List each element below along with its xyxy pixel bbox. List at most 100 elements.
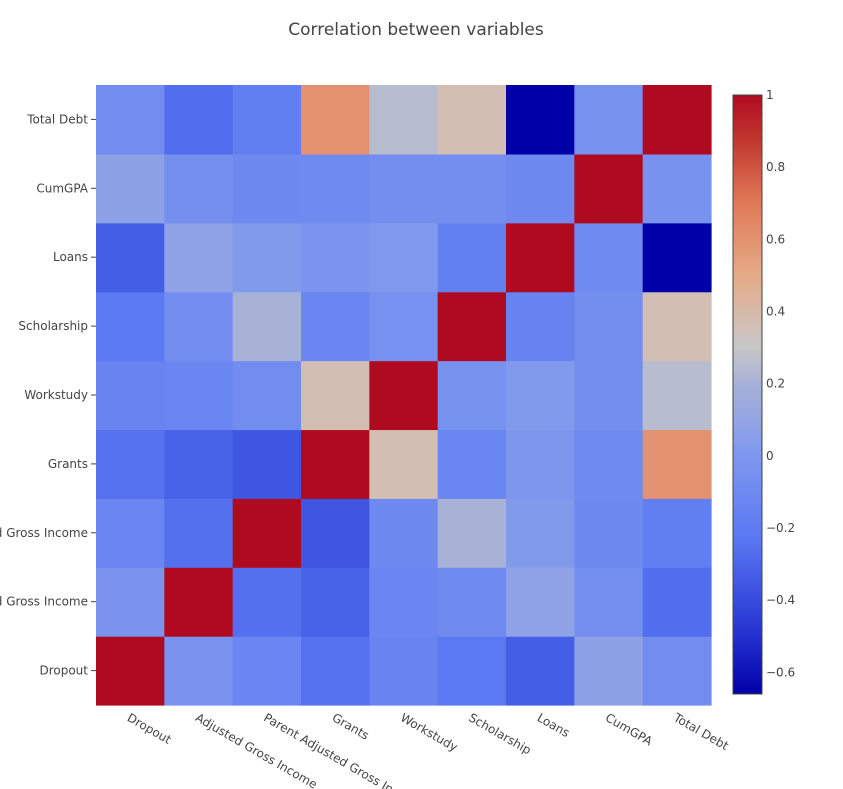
heatmap-cell [506,291,575,362]
x-tick-label: Loans [535,710,572,740]
heatmap-cell [437,360,507,431]
heatmap-cell [574,153,644,224]
heatmap-cell [369,222,439,293]
y-tick-label: Loans [53,250,88,264]
heatmap-cell [574,498,644,568]
heatmap-cell [437,153,507,224]
y-tick-label: Total Debt [26,112,88,126]
x-tick-label: Total Debt [670,710,731,753]
y-tick-label: Adjusted Gross Income [0,595,88,609]
heatmap-cell [437,291,507,362]
y-tick-label: Scholarship [18,319,88,333]
y-tick-label: Workstudy [24,388,88,402]
heatmap-cell [96,291,165,362]
heatmap-cell [232,291,302,362]
heatmap-cell [232,222,302,293]
heatmap-cell [301,360,370,431]
heatmap-cell [437,222,507,293]
heatmap-cell [437,567,507,637]
heatmap-cell [164,498,234,568]
heatmap-cell [574,222,644,293]
heatmap-cell [164,222,234,293]
heatmap-cell [96,85,165,155]
heatmap-cell [301,567,370,637]
colorbar-tick-label: −0.6 [766,665,795,679]
heatmap-cell [506,85,575,155]
heatmap-cell [301,153,370,224]
colorbar-tick-labels: 1 0.8 0.6 0.4 0.2 0 −0.2 −0.4 −0.6 [766,88,795,679]
heatmap-cell [96,567,165,637]
heatmap-cell [164,153,234,224]
heatmap-cell [506,153,575,224]
heatmap-cell [369,636,439,706]
heatmap-cell [232,636,302,706]
colorbar-tick-label: 0.8 [766,160,785,174]
heatmap-cell [574,636,644,706]
heatmap-cell [642,360,712,431]
heatmap-cell [437,85,507,155]
chart-title: Correlation between variables [288,20,544,40]
heatmap-cell [642,498,712,568]
heatmap-cell [574,291,644,362]
heatmap-cell [164,567,234,637]
heatmap-cell [164,291,234,362]
heatmap-cell [574,85,644,155]
heatmap-cell [369,360,439,431]
heatmap-cell [642,291,712,362]
heatmap-cell [642,85,712,155]
heatmap-cell [369,291,439,362]
colorbar-tick-label: 0.6 [766,232,785,246]
heatmap-cell [642,153,712,224]
heatmap-cell [164,636,234,706]
heatmap-cell [301,85,370,155]
y-axis-tick-labels: Dropout Adjusted Gross Income Parent Adjus… [0,112,89,677]
x-tick-label: Scholarship [466,710,533,757]
x-tick-label: Adjusted Gross Income [193,710,320,789]
heatmap-cell [369,85,439,155]
heatmap-cell [506,567,575,637]
heatmap-cell [369,153,439,224]
colorbar-tick-label: 0.4 [766,305,785,319]
colorbar-tick-label: 1 [766,88,774,102]
heatmap-cell [232,360,302,431]
heatmap-cell [574,360,644,431]
heatmap-cell [369,567,439,637]
heatmap-cell [232,498,302,568]
heatmap-cell [642,429,712,499]
heatmap-cell [301,429,370,499]
colorbar-tick-label: −0.2 [766,521,795,535]
heatmap-cell [642,222,712,293]
x-tick-label: Workstudy [398,710,460,754]
heatmap-cell [437,636,507,706]
heatmap-cell [574,429,644,499]
colorbar: 1 0.8 0.6 0.4 0.2 0 −0.2 −0.4 −0.6 [732,88,795,695]
heatmap-cell [232,567,302,637]
heatmap-cell [369,498,439,568]
heatmap-cell [164,360,234,431]
colorbar-tick-label: −0.4 [766,593,795,607]
colorbar-tick-label: 0 [766,449,774,463]
heatmap-cell [232,85,302,155]
heatmap-cell [301,636,370,706]
heatmap-cell [164,429,234,499]
heatmap-cell [506,222,575,293]
heatmap-cell [437,429,507,499]
heatmap-cell [506,636,575,706]
heatmap-cell [506,498,575,568]
heatmap-cell [506,429,575,499]
heatmap-cell [232,153,302,224]
heatmap-cells [96,85,712,706]
heatmap-cell [437,498,507,568]
heatmap-cell [232,429,302,499]
y-tick-label: Parent Adjusted Gross Income [0,526,88,540]
x-tick-label: CumGPA [603,710,655,748]
colorbar-gradient [732,94,763,695]
y-tick-label: Dropout [39,664,88,678]
heatmap-cell [96,429,165,499]
y-tick-label: Grants [48,457,88,471]
heatmap-cell [164,85,234,155]
heatmap-cell [574,567,644,637]
heatmap-cell [369,429,439,499]
